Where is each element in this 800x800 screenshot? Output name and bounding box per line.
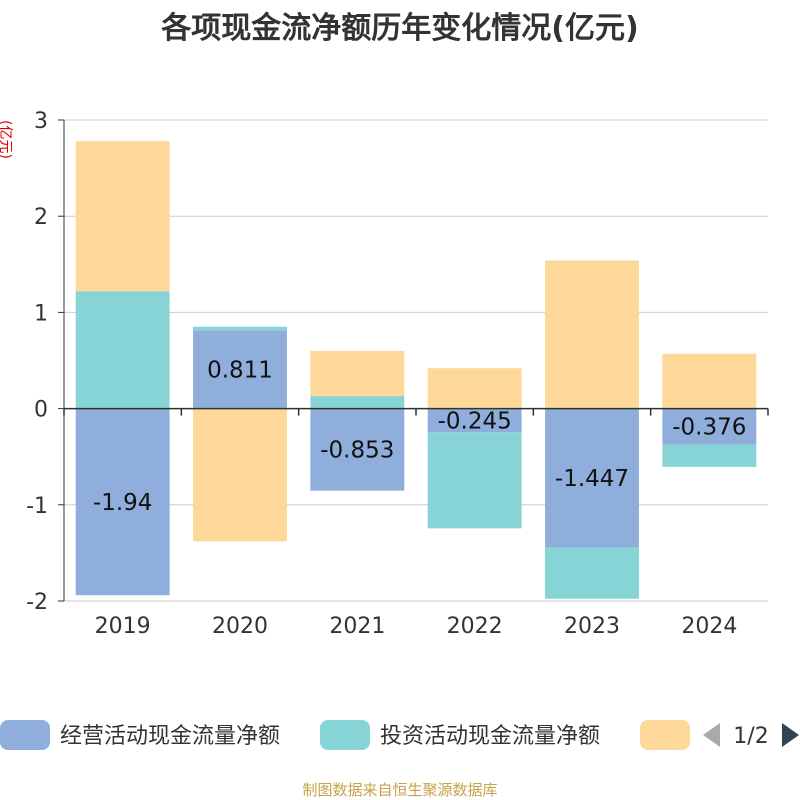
bar-data-label: -1.447 [555,466,629,492]
legend-pager: 1/2 [703,723,799,749]
bar-data-label: -1.94 [93,490,153,516]
bar-2019-series-1 [75,408,170,596]
legend-swatch [0,720,50,750]
bar-2020-series-1 [193,330,287,409]
bar-data-label: -0.853 [320,438,394,464]
legend-label: 投资活动现金流量净额 [380,724,600,749]
legend-next-icon[interactable] [782,723,799,747]
bars [75,141,757,599]
axes: 3 2 1 0 -1 -2 2019 2020 2021 2022 2023 2024 [26,109,769,639]
bar-2022-series-1 [427,408,522,433]
bar-2020-series-2 [193,326,287,331]
x-tick-label: 2024 [681,614,737,639]
y-tick-label: 1 [34,301,48,326]
y-tick-label: -1 [26,494,48,519]
bar-2019-series-2 [75,291,170,409]
x-tick-label: 2021 [329,614,385,639]
legend: 经营活动现金流量净额 投资活动现金流量净额 1/2 [0,720,799,750]
y-tick-label: 2 [34,205,48,230]
legend-item-2[interactable]: 投资活动现金流量净额 [320,720,600,750]
y-tick-label: 0 [34,398,48,423]
bar-data-label: 0.811 [207,358,273,384]
bar-2024-series-1 [662,408,757,445]
legend-swatch [320,720,370,750]
bar-2021-series-3 [310,350,405,397]
bar-2019-series-3 [75,141,170,292]
legend-prev-icon[interactable] [703,723,720,747]
data-labels: -1.94 0.811 -0.853 -0.245 -1.447 -0.376 [93,358,747,516]
legend-label: 经营活动现金流量净额 [60,724,280,749]
bar-2023-series-3 [545,260,639,409]
legend-page-indicator: 1/2 [733,724,768,749]
bar-2022-series-3 [427,368,522,409]
bar-2023-series-1 [545,408,639,548]
y-axis-label: (亿元) [0,120,13,159]
bar-data-label: -0.376 [672,415,746,441]
legend-swatch [640,720,690,750]
x-tick-label: 2020 [212,614,268,639]
bar-2024-series-2 [662,444,757,467]
bar-2023-series-2 [545,547,639,599]
x-tick-label: 2022 [447,614,503,639]
bar-2021-series-1 [310,408,405,491]
bar-2024-series-3 [662,353,757,409]
y-tick-label: -2 [26,590,48,615]
x-tick-label: 2019 [95,614,151,639]
legend-item-3[interactable] [640,720,690,750]
bar-2020-series-3 [193,408,287,542]
data-source: 制图数据来自恒生聚源数据库 [302,781,497,799]
bar-2021-series-2 [310,396,405,409]
x-tick-label: 2023 [564,614,620,639]
y-tick-label: 3 [34,109,48,134]
bar-data-label: -0.245 [438,408,512,434]
bar-2022-series-2 [427,432,522,529]
legend-item-1[interactable]: 经营活动现金流量净额 [0,720,280,750]
chart-title: 各项现金流净额历年变化情况(亿元) [160,11,638,46]
